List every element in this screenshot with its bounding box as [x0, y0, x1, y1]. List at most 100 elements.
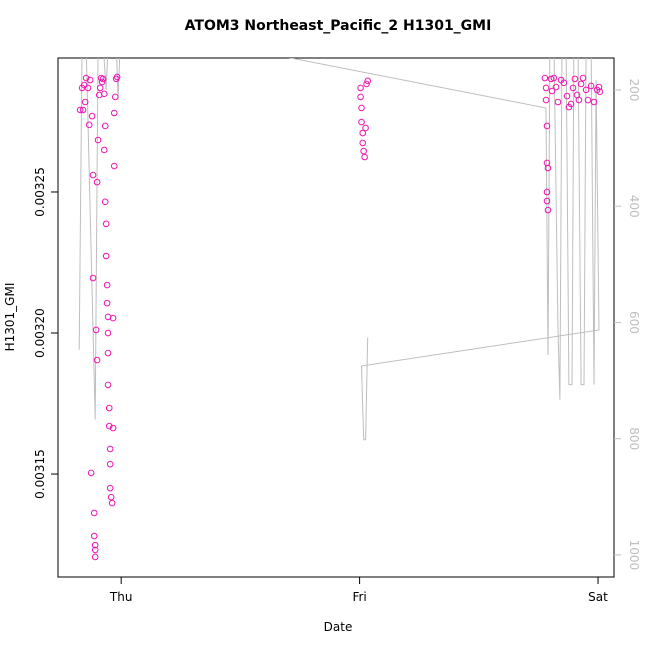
y-tick-label: 0.00320	[33, 308, 47, 358]
y2-tick-label: 400	[627, 195, 641, 218]
data-point	[571, 75, 579, 83]
data-point	[86, 76, 94, 84]
data-point	[361, 153, 368, 161]
data-point	[81, 98, 89, 106]
data-point	[584, 96, 592, 104]
data-point	[542, 96, 550, 104]
data-point	[548, 87, 556, 95]
data-point	[93, 178, 101, 186]
y-tick-label: 0.00325	[33, 167, 47, 217]
y2-tick-label: 1000	[627, 540, 641, 571]
data-point	[104, 381, 112, 389]
y2-tick-label: 600	[627, 311, 641, 334]
data-point	[91, 541, 99, 549]
data-point	[89, 171, 97, 179]
data-point	[110, 162, 118, 170]
data-point	[96, 84, 104, 92]
data-point	[595, 83, 603, 91]
data-point	[85, 121, 93, 129]
data-point	[109, 314, 117, 322]
data-point	[98, 78, 106, 86]
data-point	[106, 484, 114, 492]
data-point	[363, 80, 370, 88]
data-point	[587, 82, 595, 90]
data-point	[579, 74, 587, 82]
data-point	[364, 77, 372, 85]
data-point	[560, 79, 568, 87]
data-point	[105, 404, 113, 412]
data-point	[102, 252, 110, 260]
data-point	[91, 553, 99, 561]
data-point	[543, 188, 551, 196]
data-point	[88, 112, 96, 120]
plot-area	[76, 58, 604, 561]
data-point	[94, 136, 102, 144]
data-point	[113, 73, 121, 81]
data-point	[109, 424, 117, 432]
data-point	[107, 493, 115, 501]
data-point	[552, 83, 560, 91]
plot-frame	[57, 57, 615, 578]
data-point	[358, 104, 365, 112]
data-point	[100, 90, 108, 98]
data-point	[103, 299, 111, 307]
data-point	[101, 122, 109, 130]
data-point	[541, 74, 549, 82]
data-point	[550, 74, 558, 82]
data-point	[106, 460, 114, 468]
data-point	[544, 206, 552, 214]
data-point	[358, 118, 365, 126]
chart-title: ATOM3 Northeast_Pacific_2 H1301_GMI	[185, 18, 492, 34]
data-point	[543, 197, 551, 205]
data-point	[359, 139, 367, 147]
data-point	[102, 220, 110, 228]
x-tick-label: Fri	[352, 590, 366, 604]
data-point	[575, 96, 583, 104]
data-point	[567, 100, 575, 108]
data-point	[82, 74, 90, 82]
data-point	[87, 469, 95, 477]
data-point	[90, 509, 98, 517]
data-point	[362, 124, 369, 132]
data-point	[569, 84, 577, 92]
data-point	[359, 129, 367, 137]
data-point	[577, 80, 585, 88]
data-point	[110, 109, 118, 117]
data-point	[543, 122, 551, 130]
data-point	[84, 84, 92, 92]
data-point	[596, 88, 604, 96]
data-point	[357, 93, 364, 101]
data-point	[544, 164, 552, 172]
data-point	[91, 546, 99, 554]
data-point	[89, 274, 97, 282]
y2-tick-label: 200	[627, 79, 641, 102]
data-point	[108, 499, 116, 507]
data-point	[76, 106, 84, 114]
data-point	[563, 92, 571, 100]
data-point	[99, 75, 107, 83]
data-point	[101, 198, 109, 206]
data-point	[590, 98, 598, 106]
data-point	[106, 445, 114, 453]
data-point	[105, 422, 113, 430]
data-point	[547, 75, 555, 83]
data-point	[92, 326, 100, 334]
x-tick-label: Thu	[109, 590, 133, 604]
y-tick-label: 0.00315	[33, 449, 47, 499]
data-point	[360, 147, 367, 155]
data-point	[104, 329, 112, 337]
data-point	[357, 84, 364, 92]
data-point	[79, 106, 87, 114]
data-point	[554, 98, 562, 106]
data-point	[103, 281, 111, 289]
x-axis-label: Date	[324, 620, 353, 634]
data-point	[93, 356, 101, 364]
data-point	[542, 84, 550, 92]
data-point	[111, 93, 119, 101]
y-axis-label: H1301_GMI	[3, 283, 17, 352]
data-point	[100, 146, 108, 154]
data-line	[78, 58, 600, 441]
data-point	[582, 86, 590, 94]
data-point	[104, 349, 112, 357]
